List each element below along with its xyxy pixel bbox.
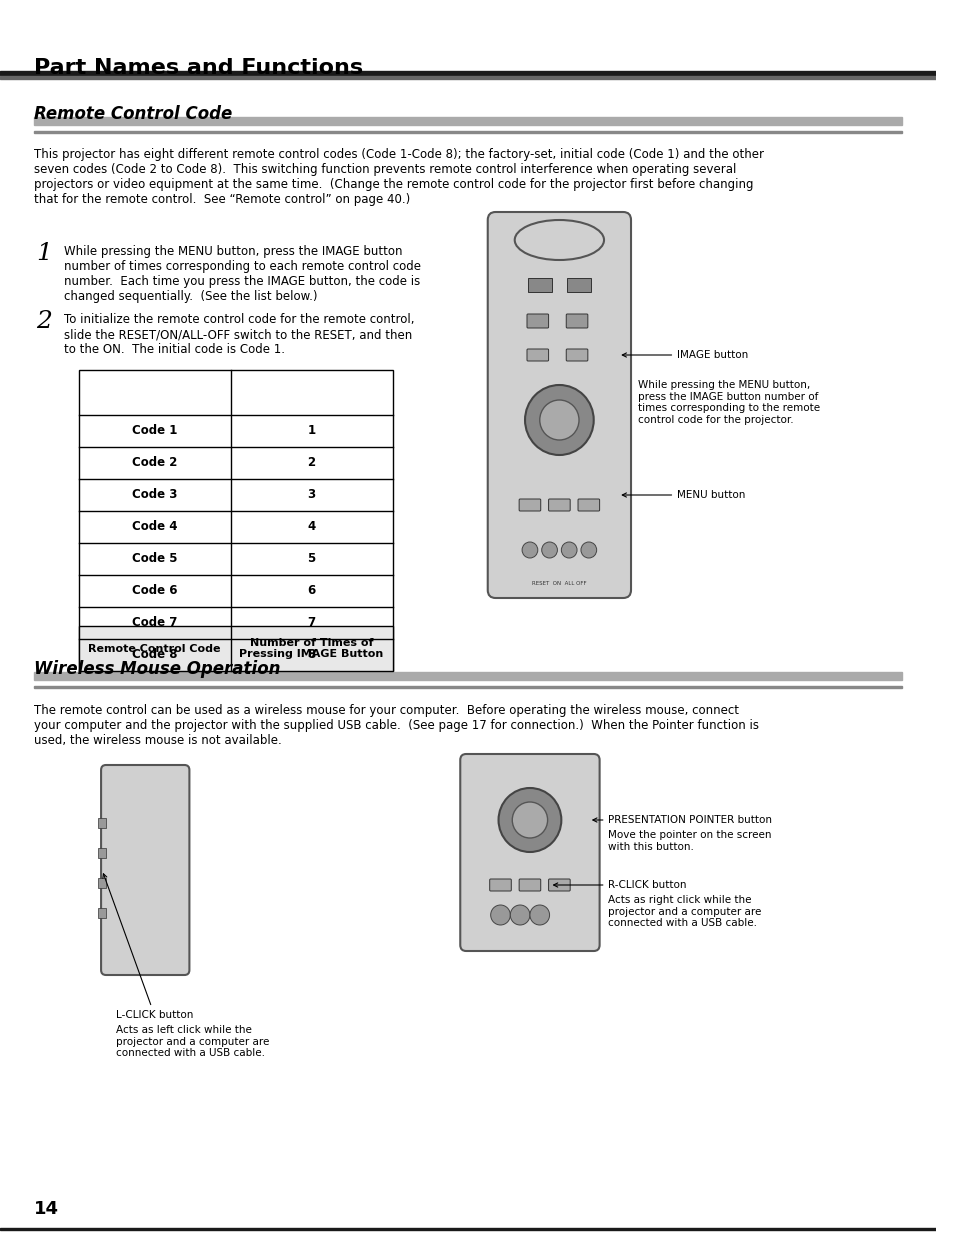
Bar [78, 626, 392, 671]
Bar [98, 908, 106, 918]
Text: 2: 2 [307, 457, 315, 469]
Text: While pressing the MENU button,
press the IMAGE button number of
times correspon: While pressing the MENU button, press th… [638, 380, 820, 425]
Bar [34, 117, 901, 125]
FancyBboxPatch shape [566, 350, 587, 361]
Text: The remote control can be used as a wireless mouse for your computer.  Before op: The remote control can be used as a wire… [34, 704, 759, 747]
Bar [527, 278, 551, 291]
FancyBboxPatch shape [578, 499, 599, 511]
Bar [34, 672, 901, 680]
Bar [98, 818, 106, 827]
Circle shape [512, 802, 547, 839]
Text: Move the pointer on the screen
with this button.: Move the pointer on the screen with this… [608, 830, 771, 852]
Text: Acts as left click while the
projector and a computer are
connected with a USB c: Acts as left click while the projector a… [115, 1025, 269, 1058]
Text: PRESENTATION POINTER button: PRESENTATION POINTER button [592, 815, 772, 825]
Text: 4: 4 [307, 520, 315, 534]
Text: 1: 1 [36, 242, 52, 266]
Circle shape [541, 542, 557, 558]
Bar [0, 70, 935, 75]
Bar [0, 77, 935, 79]
Text: Acts as right click while the
projector and a computer are
connected with a USB : Acts as right click while the projector … [608, 895, 761, 929]
Bar [34, 131, 901, 133]
FancyBboxPatch shape [548, 499, 570, 511]
Text: L-CLICK button: L-CLICK button [103, 874, 193, 1020]
Circle shape [521, 542, 537, 558]
Text: 2: 2 [36, 310, 52, 333]
Circle shape [490, 905, 510, 925]
FancyBboxPatch shape [526, 350, 548, 361]
Ellipse shape [515, 220, 603, 261]
Text: Code 1: Code 1 [132, 425, 177, 437]
Text: Number of Times of
Pressing IMAGE Button: Number of Times of Pressing IMAGE Button [239, 637, 383, 659]
FancyBboxPatch shape [526, 314, 548, 329]
FancyBboxPatch shape [518, 879, 540, 890]
Text: 5: 5 [307, 552, 315, 566]
Text: Code 7: Code 7 [132, 616, 177, 630]
Text: 3: 3 [307, 489, 315, 501]
Text: To initialize the remote control code for the remote control,
slide the RESET/ON: To initialize the remote control code fo… [64, 312, 414, 356]
Circle shape [524, 385, 593, 454]
Text: 6: 6 [307, 584, 315, 598]
Circle shape [529, 905, 549, 925]
Bar [567, 278, 590, 291]
Text: Remote Control Code: Remote Control Code [34, 105, 233, 124]
Text: RESET  ON  ALL OFF: RESET ON ALL OFF [532, 580, 586, 585]
Circle shape [580, 542, 596, 558]
Bar [34, 685, 901, 688]
Text: Code 4: Code 4 [132, 520, 177, 534]
Text: Code 3: Code 3 [132, 489, 177, 501]
Text: This projector has eight different remote control codes (Code 1-Code 8); the fac: This projector has eight different remot… [34, 148, 763, 206]
Text: Code 8: Code 8 [132, 648, 177, 662]
FancyBboxPatch shape [459, 755, 599, 951]
FancyBboxPatch shape [487, 212, 630, 598]
Circle shape [560, 542, 577, 558]
FancyBboxPatch shape [548, 879, 570, 890]
FancyBboxPatch shape [518, 499, 540, 511]
Circle shape [539, 400, 578, 440]
Text: 8: 8 [307, 648, 315, 662]
Bar [98, 848, 106, 858]
Text: Code 6: Code 6 [132, 584, 177, 598]
Text: 7: 7 [307, 616, 315, 630]
FancyBboxPatch shape [566, 314, 587, 329]
Circle shape [498, 788, 560, 852]
Text: MENU button: MENU button [621, 490, 744, 500]
Bar [0, 1228, 935, 1230]
Text: IMAGE button: IMAGE button [621, 350, 747, 359]
Text: R-CLICK button: R-CLICK button [553, 881, 686, 890]
Text: Code 2: Code 2 [132, 457, 177, 469]
Text: Code 5: Code 5 [132, 552, 177, 566]
Circle shape [510, 905, 529, 925]
Text: While pressing the MENU button, press the IMAGE button
number of times correspon: While pressing the MENU button, press th… [64, 245, 420, 303]
FancyBboxPatch shape [101, 764, 190, 974]
FancyBboxPatch shape [489, 879, 511, 890]
Text: Remote Control Code: Remote Control Code [89, 643, 220, 653]
Text: 1: 1 [307, 425, 315, 437]
Bar [98, 878, 106, 888]
Text: Wireless Mouse Operation: Wireless Mouse Operation [34, 659, 280, 678]
Text: Part Names and Functions: Part Names and Functions [34, 58, 363, 78]
Bar [78, 370, 392, 671]
Text: 14: 14 [34, 1200, 59, 1218]
